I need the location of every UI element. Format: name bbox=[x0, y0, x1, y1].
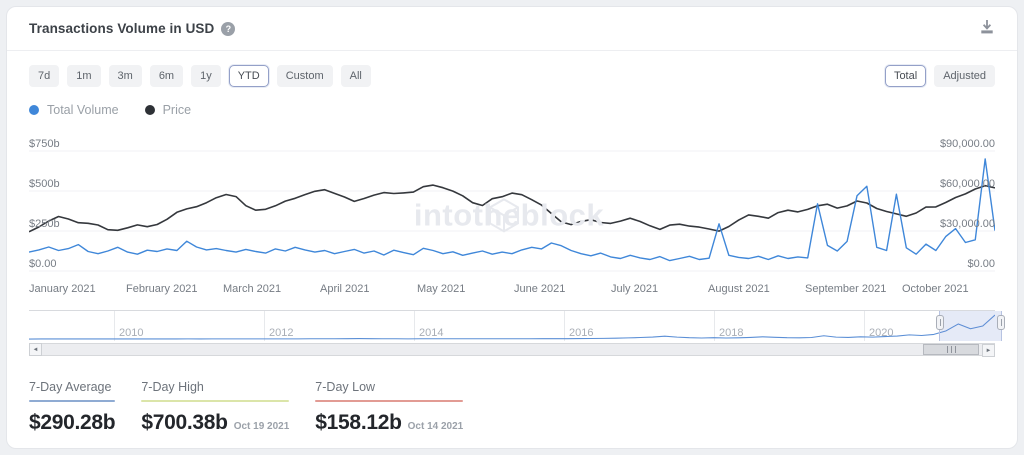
card-header: Transactions Volume in USD ? bbox=[7, 7, 1017, 51]
range-buttons: 7d 1m 3m 6m 1y YTD Custom All bbox=[29, 65, 371, 87]
stat-date: Oct 14 2021 bbox=[407, 421, 464, 432]
x-axis-tick: February 2021 bbox=[126, 283, 198, 295]
download-button[interactable] bbox=[979, 19, 995, 38]
chart-legend: Total Volume Price bbox=[29, 103, 995, 117]
stats-row: 7-Day Average $290.28b 7-Day High $700.38b O… bbox=[29, 380, 995, 435]
year-label: 2010 bbox=[119, 327, 144, 339]
brush-handle-left[interactable] bbox=[935, 315, 944, 330]
help-icon[interactable]: ? bbox=[221, 21, 236, 36]
transactions-volume-card: Transactions Volume in USD ? 7d 1m 3m 6m 1y Y… bbox=[6, 6, 1018, 449]
mode-buttons: Total Adjusted bbox=[884, 65, 995, 87]
stat-value: $290.28b bbox=[29, 411, 116, 434]
x-axis-tick: October 2021 bbox=[902, 283, 969, 295]
page-title: Transactions Volume in USD bbox=[29, 21, 215, 36]
range-button-ytd[interactable]: YTD bbox=[228, 65, 269, 87]
x-axis-tick: September 2021 bbox=[805, 283, 887, 295]
legend-label: Total Volume bbox=[47, 103, 119, 117]
year-gridline bbox=[414, 311, 415, 341]
range-button-3m[interactable]: 3m bbox=[108, 65, 142, 87]
range-button-7d[interactable]: 7d bbox=[29, 65, 60, 87]
y-axis-tick-left: $500b bbox=[29, 178, 60, 190]
scrollbar-left-arrow[interactable]: ◄ bbox=[29, 343, 42, 356]
range-button-all[interactable]: All bbox=[340, 65, 371, 87]
range-button-6m[interactable]: 6m bbox=[149, 65, 184, 87]
legend-item-0[interactable]: Total Volume bbox=[29, 103, 119, 117]
y-axis-tick-right: $0.00 bbox=[967, 258, 995, 270]
stat-underline bbox=[29, 400, 116, 402]
y-axis-tick-right: $30,000.00 bbox=[939, 218, 995, 230]
year-gridline bbox=[714, 311, 715, 341]
brush-selection[interactable] bbox=[935, 311, 1006, 341]
mode-button-adjusted[interactable]: Adjusted bbox=[934, 65, 995, 87]
stat-value: $158.12b bbox=[315, 411, 402, 434]
x-axis-tick: April 2021 bbox=[320, 283, 370, 295]
price-line bbox=[29, 184, 995, 233]
y-axis-tick-left: $0.00 bbox=[29, 258, 57, 270]
brush-handle-right[interactable] bbox=[997, 315, 1006, 330]
stat-label: 7-Day Low bbox=[315, 380, 376, 394]
minimap-volume-line bbox=[29, 314, 995, 340]
stat-underline bbox=[315, 400, 464, 402]
year-label: 2016 bbox=[569, 327, 594, 339]
year-gridline bbox=[114, 311, 115, 341]
range-button-custom[interactable]: Custom bbox=[276, 65, 333, 87]
x-axis-tick: July 2021 bbox=[611, 283, 659, 295]
year-label: 2018 bbox=[719, 327, 744, 339]
legend-dot bbox=[144, 105, 155, 115]
stat-label: 7-Day High bbox=[141, 380, 204, 394]
total-volume-line bbox=[29, 158, 995, 262]
stat-date: Oct 19 2021 bbox=[233, 421, 290, 432]
scrollbar-right-arrow[interactable]: ► bbox=[982, 344, 995, 357]
year-gridline bbox=[564, 311, 565, 341]
main-chart[interactable]: intotheblock $750b $90,000.00 $500b $60,000… bbox=[29, 138, 995, 281]
stat-label: 7-Day Average bbox=[29, 380, 112, 394]
stat-7-day-average: 7-Day Average $290.28b bbox=[29, 380, 116, 435]
x-axis-tick: March 2021 bbox=[223, 283, 282, 295]
range-button-1m[interactable]: 1m bbox=[67, 65, 101, 87]
chart-controls: 7d 1m 3m 6m 1y YTD Custom All Total Adjusted bbox=[29, 65, 995, 87]
legend-item-1[interactable]: Price bbox=[144, 103, 192, 117]
scrollbar-thumb[interactable] bbox=[923, 344, 979, 355]
year-gridline bbox=[864, 311, 865, 341]
stat-value: $700.38b bbox=[141, 411, 228, 434]
x-axis-tick: August 2021 bbox=[708, 283, 770, 295]
y-axis-tick-left: $750b bbox=[29, 138, 60, 150]
stat-7-day-high: 7-Day High $700.38b Oct 19 2021 bbox=[141, 380, 290, 435]
scrollbar: ◄ ► bbox=[29, 343, 995, 357]
year-label: 2012 bbox=[269, 327, 294, 339]
stat-underline bbox=[141, 400, 290, 402]
x-axis-tick: May 2021 bbox=[417, 283, 466, 295]
main-chart-svg bbox=[29, 150, 995, 272]
legend-label: Price bbox=[162, 103, 192, 117]
stat-7-day-low: 7-Day Low $158.12b Oct 14 2021 bbox=[315, 380, 464, 435]
y-axis-tick-right: $90,000.00 bbox=[939, 138, 995, 150]
x-axis-labels: January 2021 February 2021 March 2021 April… bbox=[29, 283, 995, 298]
y-axis-tick-right: $60,000.00 bbox=[939, 178, 995, 190]
x-axis-tick: January 2021 bbox=[29, 283, 96, 295]
grip-icon bbox=[946, 346, 956, 353]
legend-dot bbox=[29, 105, 39, 115]
range-button-1y[interactable]: 1y bbox=[191, 65, 221, 87]
year-gridline bbox=[264, 311, 265, 341]
mode-button-total[interactable]: Total bbox=[884, 65, 927, 87]
minimap[interactable]: 2010 2012 2014 2016 2018 2020 bbox=[29, 310, 1006, 341]
download-icon bbox=[979, 19, 995, 38]
x-axis-tick: June 2021 bbox=[514, 283, 566, 295]
year-label: 2014 bbox=[419, 327, 444, 339]
scrollbar-track[interactable]: ► bbox=[42, 343, 995, 357]
y-axis-tick-left: $250b bbox=[29, 218, 60, 230]
minimap-svg bbox=[29, 314, 995, 340]
